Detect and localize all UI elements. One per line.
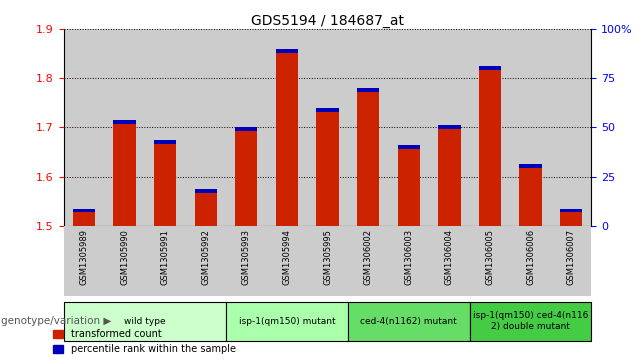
Bar	[316, 108, 339, 226]
Bar	[438, 125, 460, 129]
Bar	[104, 29, 145, 226]
Bar	[479, 66, 501, 226]
Bar	[186, 29, 226, 226]
Bar	[154, 140, 176, 144]
Bar	[266, 29, 307, 226]
Text: GSM1306004: GSM1306004	[445, 229, 454, 285]
Bar	[113, 120, 135, 124]
Bar	[398, 144, 420, 148]
Text: genotype/variation ▶: genotype/variation ▶	[1, 316, 112, 326]
Text: GSM1305995: GSM1305995	[323, 229, 332, 285]
Bar	[357, 88, 379, 92]
Bar	[276, 49, 298, 226]
Bar	[276, 49, 298, 53]
Bar	[307, 226, 348, 296]
Bar	[429, 29, 469, 226]
Bar	[64, 226, 104, 296]
Bar	[235, 127, 258, 131]
Bar	[226, 226, 266, 296]
Text: GSM1305993: GSM1305993	[242, 229, 251, 285]
Bar	[479, 66, 501, 70]
Text: GSM1305994: GSM1305994	[282, 229, 291, 285]
Text: ced-4(n1162) mutant: ced-4(n1162) mutant	[361, 317, 457, 326]
FancyBboxPatch shape	[348, 302, 469, 341]
Text: GSM1306002: GSM1306002	[364, 229, 373, 285]
Bar	[429, 226, 469, 296]
Bar	[113, 120, 135, 226]
Bar	[469, 226, 510, 296]
Bar	[64, 29, 104, 226]
Text: GSM1306005: GSM1306005	[485, 229, 494, 285]
Bar	[357, 88, 379, 226]
Bar	[348, 29, 389, 226]
Bar	[560, 209, 583, 212]
Text: GSM1305990: GSM1305990	[120, 229, 129, 285]
Bar	[307, 29, 348, 226]
Bar	[469, 29, 510, 226]
Text: GSM1306003: GSM1306003	[404, 229, 413, 285]
Bar	[186, 226, 226, 296]
Text: GSM1306006: GSM1306006	[526, 229, 535, 285]
Text: isp-1(qm150) mutant: isp-1(qm150) mutant	[238, 317, 335, 326]
FancyBboxPatch shape	[64, 302, 226, 341]
Bar	[235, 127, 258, 226]
Bar	[560, 209, 583, 226]
FancyBboxPatch shape	[226, 302, 348, 341]
Bar	[348, 226, 389, 296]
Bar	[266, 226, 307, 296]
Bar	[438, 125, 460, 226]
Bar	[520, 164, 542, 226]
Title: GDS5194 / 184687_at: GDS5194 / 184687_at	[251, 14, 404, 28]
Bar	[551, 226, 591, 296]
Bar	[316, 108, 339, 112]
Bar	[389, 226, 429, 296]
Legend: transformed count, percentile rank within the sample: transformed count, percentile rank withi…	[50, 326, 240, 358]
FancyBboxPatch shape	[469, 302, 591, 341]
Text: GSM1306007: GSM1306007	[567, 229, 576, 285]
Text: isp-1(qm150) ced-4(n116
2) double mutant: isp-1(qm150) ced-4(n116 2) double mutant	[473, 311, 588, 331]
Bar	[195, 189, 217, 193]
Bar	[226, 29, 266, 226]
Text: GSM1305989: GSM1305989	[80, 229, 88, 285]
Bar	[510, 29, 551, 226]
Bar	[520, 164, 542, 168]
Text: wild type: wild type	[124, 317, 165, 326]
Text: GSM1305992: GSM1305992	[201, 229, 211, 285]
Bar	[145, 226, 186, 296]
Bar	[398, 144, 420, 226]
Bar	[154, 140, 176, 226]
Bar	[195, 189, 217, 226]
Bar	[104, 226, 145, 296]
Text: GSM1305991: GSM1305991	[161, 229, 170, 285]
Bar	[73, 209, 95, 212]
Bar	[510, 226, 551, 296]
Bar	[551, 29, 591, 226]
Bar	[145, 29, 186, 226]
Bar	[389, 29, 429, 226]
Bar	[73, 209, 95, 226]
